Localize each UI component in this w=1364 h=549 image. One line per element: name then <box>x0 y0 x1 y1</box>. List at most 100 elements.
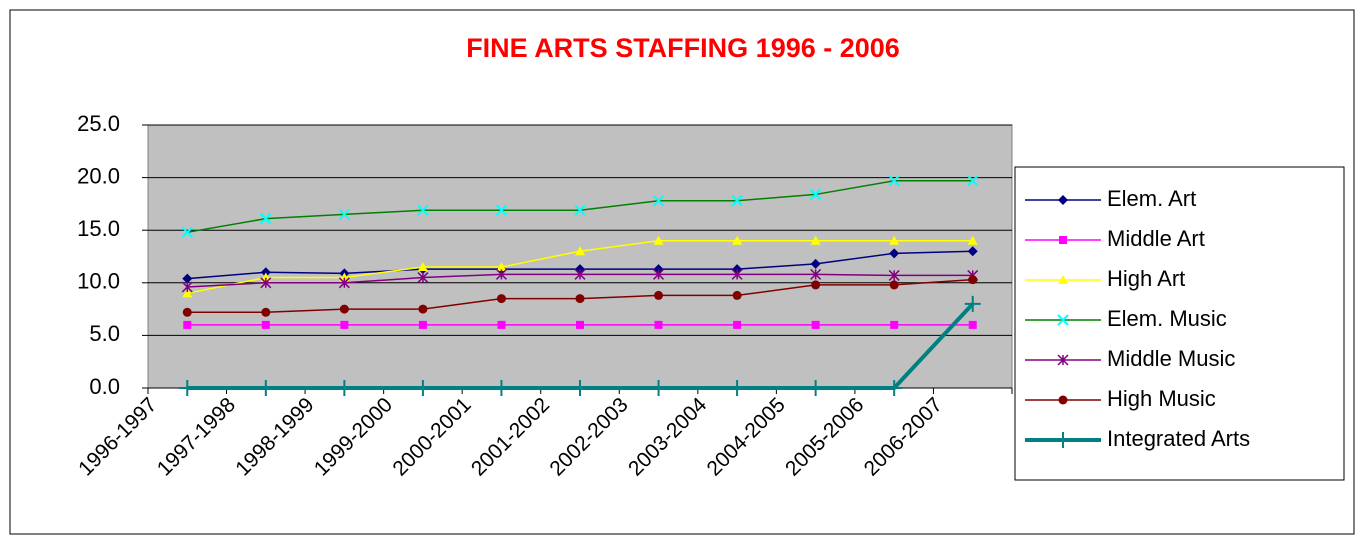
marker <box>888 175 900 187</box>
marker <box>653 235 664 245</box>
marker <box>417 262 428 272</box>
marker <box>967 235 978 245</box>
marker <box>182 288 193 298</box>
marker <box>182 307 192 317</box>
marker <box>496 294 506 304</box>
marker <box>495 268 507 280</box>
legend-label: Middle Music <box>1107 346 1235 371</box>
marker <box>967 246 978 257</box>
marker <box>418 304 428 314</box>
marker <box>652 195 665 207</box>
marker <box>732 290 742 300</box>
chart-title: FINE ARTS STAFFING 1996 - 2006 <box>466 33 900 63</box>
marker <box>414 380 431 396</box>
plot-area <box>147 124 1013 389</box>
marker <box>338 208 351 221</box>
marker <box>575 246 585 256</box>
legend-marker <box>1057 354 1069 366</box>
marker <box>182 273 193 284</box>
y-tick-label: 10.0 <box>77 269 120 294</box>
legend-entry: Elem. Art <box>1025 186 1196 211</box>
legend-label: Elem. Art <box>1107 186 1196 211</box>
y-tick-label: 25.0 <box>77 111 120 136</box>
marker <box>575 294 585 304</box>
marker <box>418 320 427 329</box>
marker <box>967 175 979 187</box>
marker <box>733 320 742 329</box>
marker <box>336 380 353 396</box>
marker <box>574 204 586 216</box>
legend-entry: Integrated Arts <box>1025 426 1250 451</box>
legend-marker <box>1058 195 1068 205</box>
legend-entry: High Music <box>1025 386 1216 411</box>
marker <box>890 320 899 329</box>
marker <box>807 380 824 396</box>
y-tick-label: 0.0 <box>89 374 120 399</box>
marker <box>968 275 978 285</box>
marker <box>179 380 196 396</box>
legend-label: Integrated Arts <box>1107 426 1250 451</box>
marker <box>811 320 820 329</box>
marker <box>732 235 743 245</box>
marker <box>810 235 821 245</box>
marker <box>181 226 193 239</box>
marker <box>260 277 272 289</box>
marker <box>417 204 429 216</box>
legend-box <box>1014 166 1345 481</box>
legend-entry: Elem. Music <box>1025 306 1227 331</box>
marker <box>576 320 584 329</box>
marker <box>889 280 899 290</box>
marker <box>889 248 900 259</box>
legend-label: High Art <box>1107 266 1185 291</box>
legend-marker <box>1057 314 1069 326</box>
marker <box>181 281 193 293</box>
y-tick-label: 5.0 <box>89 321 120 346</box>
legend-marker <box>1059 236 1067 244</box>
legend-label: Elem. Music <box>1107 306 1227 331</box>
marker <box>260 212 272 225</box>
marker <box>338 277 350 289</box>
y-tick-label: 15.0 <box>77 216 120 241</box>
marker <box>340 320 349 329</box>
marker <box>654 320 663 329</box>
marker <box>810 258 821 269</box>
marker <box>261 320 270 329</box>
marker <box>493 380 510 396</box>
marker <box>731 268 743 280</box>
legend-entry: High Art <box>1025 266 1185 291</box>
marker <box>339 304 349 314</box>
marker <box>650 380 667 396</box>
marker <box>810 268 822 280</box>
marker <box>886 380 903 396</box>
marker <box>964 295 981 312</box>
legend-entry: Middle Music <box>1025 346 1235 371</box>
legend-label: Middle Art <box>1107 226 1205 251</box>
marker <box>731 195 743 207</box>
marker <box>653 268 665 280</box>
marker <box>497 320 506 329</box>
legend-marker <box>1058 275 1068 284</box>
legend-label: High Music <box>1107 386 1216 411</box>
legend-entry: Middle Art <box>1025 226 1205 251</box>
marker <box>811 280 821 290</box>
marker <box>888 269 900 281</box>
marker <box>574 268 586 280</box>
marker <box>417 272 429 284</box>
marker <box>183 320 192 329</box>
marker <box>572 380 588 396</box>
marker <box>968 320 977 329</box>
marker <box>809 188 822 201</box>
legend-marker <box>1055 432 1071 448</box>
marker <box>260 267 271 278</box>
marker <box>495 204 508 216</box>
marker <box>889 235 900 245</box>
legend: Elem. Art Middle Art High Art Elem. Music Mi… <box>1014 166 1345 481</box>
legend-marker <box>1058 395 1068 405</box>
marker <box>257 380 274 396</box>
marker <box>654 290 664 300</box>
marker <box>496 262 507 272</box>
y-tick-label: 20.0 <box>77 163 120 188</box>
marker <box>261 307 271 317</box>
